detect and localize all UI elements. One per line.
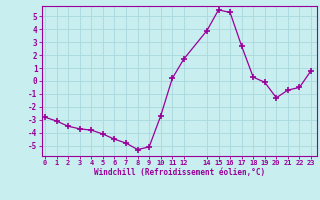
X-axis label: Windchill (Refroidissement éolien,°C): Windchill (Refroidissement éolien,°C) <box>94 168 265 177</box>
